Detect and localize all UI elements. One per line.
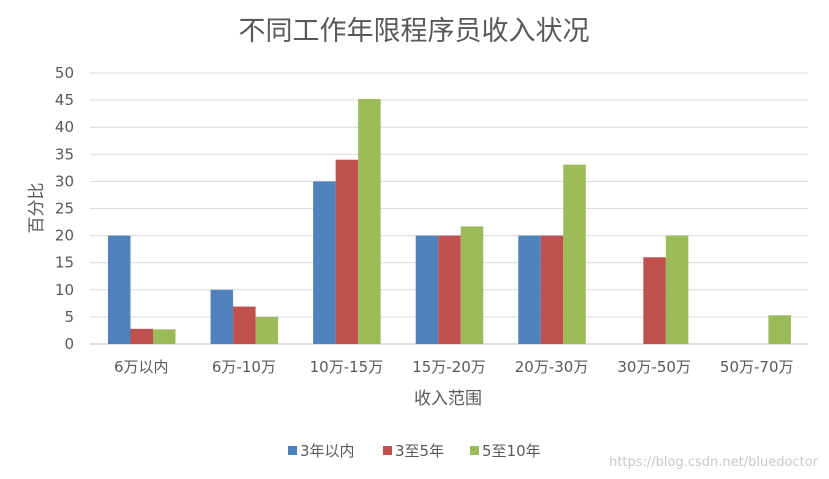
bar bbox=[460, 226, 484, 344]
bar bbox=[108, 235, 131, 344]
y-tick-label: 0 bbox=[64, 335, 74, 353]
y-axis-ticks: 0 5 10 15 20 25 30 35 40 45 50 bbox=[55, 64, 74, 353]
y-tick-label: 45 bbox=[55, 91, 74, 109]
bar bbox=[643, 257, 666, 344]
bar bbox=[358, 99, 381, 345]
y-tick-label: 15 bbox=[55, 254, 74, 272]
bar bbox=[438, 235, 461, 344]
bar bbox=[130, 328, 153, 344]
bar bbox=[665, 235, 689, 344]
x-tick-label: 50万-70万 bbox=[720, 358, 794, 376]
y-tick-label: 50 bbox=[55, 64, 74, 82]
watermark-text: https://blog.csdn.net/bluedoctor bbox=[609, 455, 819, 470]
legend: 3年以内 3至5年 5至10年 bbox=[288, 442, 541, 460]
bar bbox=[233, 306, 256, 344]
legend-label: 5至10年 bbox=[482, 442, 541, 460]
y-tick-label: 10 bbox=[55, 281, 74, 299]
bars bbox=[108, 99, 791, 345]
x-tick-label: 10万-15万 bbox=[310, 358, 384, 376]
legend-swatch bbox=[383, 446, 392, 455]
y-tick-label: 5 bbox=[64, 308, 74, 326]
bar bbox=[255, 316, 279, 344]
x-tick-label: 20万-30万 bbox=[515, 358, 589, 376]
chart-title: 不同工作年限程序员收入状况 bbox=[239, 16, 590, 47]
y-tick-label: 25 bbox=[55, 200, 74, 218]
bar bbox=[518, 235, 541, 344]
bar bbox=[563, 164, 586, 344]
x-axis-ticks: 6万以内 6万-10万 10万-15万 15万-20万 20万-30万 30万-50万 50… bbox=[114, 358, 793, 376]
bar bbox=[335, 159, 359, 344]
legend-label: 3年以内 bbox=[300, 442, 355, 460]
legend-label: 3至5年 bbox=[395, 442, 444, 460]
y-tick-label: 30 bbox=[55, 172, 74, 190]
x-tick-label: 6万-10万 bbox=[212, 358, 276, 376]
y-axis-label: 百分比 bbox=[27, 183, 47, 234]
x-axis-label: 收入范围 bbox=[414, 389, 482, 409]
legend-swatch bbox=[288, 446, 297, 455]
bar bbox=[313, 181, 336, 344]
bar bbox=[768, 315, 791, 344]
y-tick-label: 40 bbox=[55, 118, 74, 136]
bar bbox=[415, 235, 439, 344]
bar bbox=[540, 235, 564, 344]
bar bbox=[153, 329, 176, 344]
x-tick-label: 15万-20万 bbox=[412, 358, 486, 376]
bar bbox=[210, 289, 234, 344]
x-tick-label: 30万-50万 bbox=[617, 358, 691, 376]
x-tick-label: 6万以内 bbox=[114, 358, 169, 376]
y-tick-label: 35 bbox=[55, 145, 74, 163]
legend-swatch bbox=[470, 446, 479, 455]
y-tick-label: 20 bbox=[55, 227, 74, 245]
